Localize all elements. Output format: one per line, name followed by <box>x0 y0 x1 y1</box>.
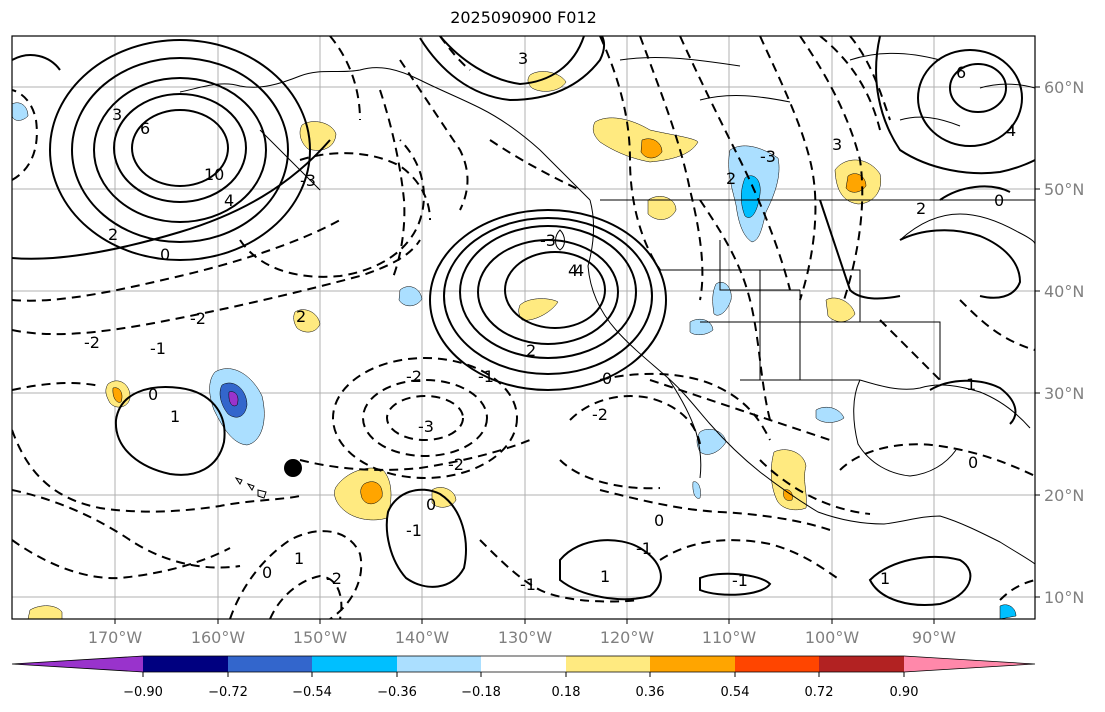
svg-text:-2: -2 <box>326 569 342 588</box>
map-title: 2025090900 F012 <box>450 8 597 27</box>
svg-text:-1: -1 <box>406 521 422 540</box>
lat-label-10N: 10°N <box>1044 588 1084 607</box>
colorbar-segment <box>228 656 312 672</box>
svg-text:-2: -2 <box>190 309 206 328</box>
lon-label-100W: 100°W <box>805 628 860 647</box>
colorbar-segment <box>143 656 228 672</box>
svg-text:6: 6 <box>140 119 150 138</box>
map-background <box>12 36 1035 619</box>
svg-text:2: 2 <box>726 169 736 188</box>
svg-text:-1: -1 <box>732 571 748 590</box>
longitude-axis: 170°W 160°W 150°W 140°W 130°W 120°W 110°… <box>88 619 956 647</box>
colorbar-segment <box>735 656 819 672</box>
svg-text:1: 1 <box>600 567 610 586</box>
svg-text:4: 4 <box>574 261 584 280</box>
colorbar-extend-min <box>12 656 143 672</box>
svg-text:0: 0 <box>994 191 1004 210</box>
colorbar-segment <box>566 656 650 672</box>
solid-contours <box>12 36 1035 606</box>
svg-text:2: 2 <box>108 225 118 244</box>
svg-text:-3: -3 <box>418 417 434 436</box>
lat-label-50N: 50°N <box>1044 180 1084 199</box>
svg-text:-2: -2 <box>84 333 100 352</box>
colorbar-tick-label: −0.72 <box>208 685 248 700</box>
svg-text:4: 4 <box>224 191 234 210</box>
svg-text:4: 4 <box>568 261 578 280</box>
thin-contours <box>259 129 565 251</box>
map-frame <box>11 35 1036 620</box>
colorbar-tick-label: −0.54 <box>292 685 332 700</box>
colorbar-tick-label: 0.18 <box>552 685 581 700</box>
svg-text:-3: -3 <box>760 147 776 166</box>
svg-text:1: 1 <box>880 569 890 588</box>
colorbar-tick-label: 0.72 <box>805 685 834 700</box>
coastlines <box>179 52 1035 565</box>
dashed-contours <box>12 36 1035 619</box>
svg-text:0: 0 <box>602 369 612 388</box>
colorbar-tick-label: 0.90 <box>890 685 919 700</box>
lon-label-150W: 150°W <box>293 628 348 647</box>
svg-text:-2: -2 <box>448 455 464 474</box>
svg-text:-2: -2 <box>592 405 608 424</box>
svg-text:3: 3 <box>112 105 122 124</box>
svg-text:10: 10 <box>204 165 224 184</box>
lon-label-130W: 130°W <box>498 628 553 647</box>
svg-text:4: 4 <box>1006 121 1016 140</box>
colorbar-segment <box>397 656 481 672</box>
latitude-axis: 60°N 50°N 40°N 30°N 20°N 10°N <box>1035 78 1084 607</box>
svg-text:0: 0 <box>426 495 436 514</box>
svg-text:0: 0 <box>160 245 170 264</box>
svg-text:-1: -1 <box>478 367 494 386</box>
contour-labels: 3 6 10 4 2 0 -3 -2 -1 1 0 -2 2 3 4 -2 -1… <box>84 49 1016 594</box>
svg-text:2: 2 <box>916 199 926 218</box>
colorbar-segment <box>481 656 566 672</box>
colorbar-extend-max <box>904 656 1035 672</box>
lat-label-60N: 60°N <box>1044 78 1084 97</box>
colorbar-segment <box>819 656 904 672</box>
colorbar-segment <box>312 656 397 672</box>
lat-label-30N: 30°N <box>1044 384 1084 403</box>
svg-text:3: 3 <box>832 135 842 154</box>
lat-label-40N: 40°N <box>1044 282 1084 301</box>
svg-text:6: 6 <box>956 63 966 82</box>
svg-text:0: 0 <box>654 511 664 530</box>
svg-text:-1: -1 <box>636 539 652 558</box>
svg-text:0: 0 <box>262 563 272 582</box>
lon-label-120W: 120°W <box>600 628 655 647</box>
lat-label-20N: 20°N <box>1044 486 1084 505</box>
lon-label-170W: 170°W <box>88 628 143 647</box>
svg-text:-3: -3 <box>300 171 316 190</box>
lon-label-110W: 110°W <box>702 628 757 647</box>
svg-text:2: 2 <box>296 307 306 326</box>
colorbar-segment <box>650 656 735 672</box>
svg-text:2: 2 <box>526 341 536 360</box>
colorbar-tick-label: −0.18 <box>461 685 501 700</box>
colorbar-tick-label: −0.90 <box>123 685 163 700</box>
svg-text:-1: -1 <box>520 575 536 594</box>
lon-label-90W: 90°W <box>912 628 956 647</box>
lon-label-140W: 140°W <box>395 628 450 647</box>
svg-text:0: 0 <box>968 453 978 472</box>
colorbar-tick-label: 0.36 <box>636 685 665 700</box>
marker-dot <box>284 459 302 477</box>
shaded-anomalies <box>12 71 1017 619</box>
colorbar-tick-label: 0.54 <box>721 685 750 700</box>
svg-text:3: 3 <box>518 49 528 68</box>
svg-text:1: 1 <box>294 549 304 568</box>
colorbar-tick-label: −0.36 <box>377 685 417 700</box>
hawaii-islands <box>234 477 267 499</box>
svg-text:1: 1 <box>966 375 976 394</box>
svg-text:-2: -2 <box>406 367 422 386</box>
svg-text:0: 0 <box>148 385 158 404</box>
svg-text:-1: -1 <box>150 339 166 358</box>
lon-label-160W: 160°W <box>191 628 246 647</box>
svg-text:1: 1 <box>170 407 180 426</box>
svg-text:-3: -3 <box>540 231 556 250</box>
colorbar: −0.90 −0.72 −0.54 −0.36 −0.18 0.18 0.36 … <box>11 655 1036 700</box>
